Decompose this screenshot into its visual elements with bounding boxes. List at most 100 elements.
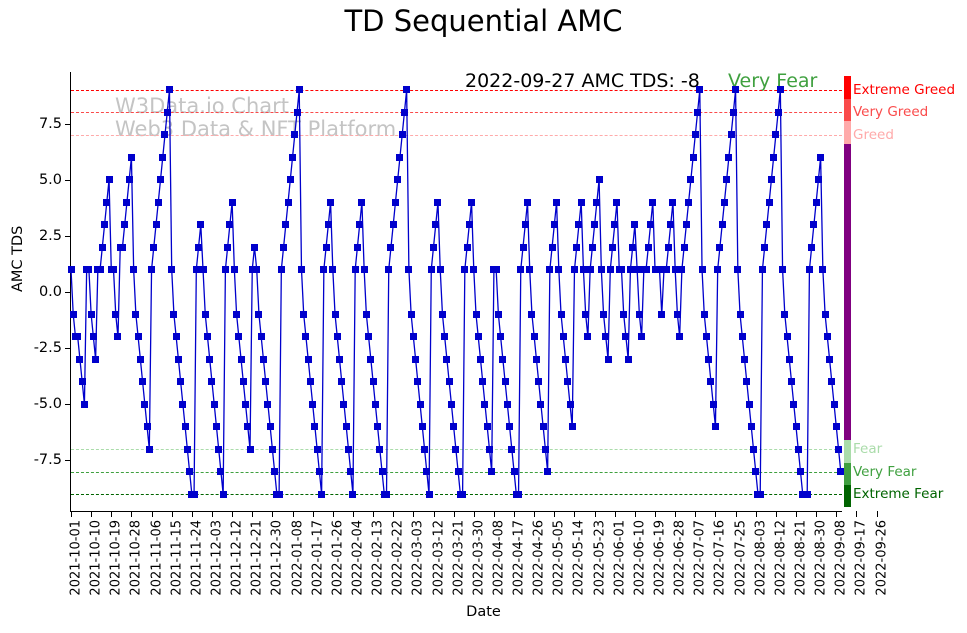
data-point: [391, 198, 399, 206]
data-point: [602, 333, 610, 341]
plot-canvas: W3Data.io Chart Web3 Data & NFT Platform…: [34, 70, 955, 596]
data-point: [228, 198, 236, 206]
data-point: [412, 355, 420, 363]
data-point: [826, 355, 834, 363]
x-tick-label: 2022-05-14: [571, 520, 587, 596]
data-point: [555, 266, 563, 274]
data-point: [481, 400, 489, 408]
data-point: [566, 400, 574, 408]
state-label-extreme-greed: Extreme Greed: [853, 81, 956, 98]
data-point: [597, 266, 605, 274]
data-point: [423, 468, 431, 476]
data-point: [315, 468, 323, 476]
data-point: [427, 266, 435, 274]
data-point: [85, 266, 93, 274]
data-point: [134, 333, 142, 341]
data-point: [208, 378, 216, 386]
data-point: [360, 266, 368, 274]
data-point: [687, 176, 695, 184]
data-point: [767, 176, 775, 184]
data-point: [163, 108, 171, 116]
data-point: [257, 333, 265, 341]
data-point: [606, 266, 614, 274]
data-point: [396, 153, 404, 161]
data-point: [537, 400, 545, 408]
data-point: [280, 243, 288, 251]
state-bar-very-greed: [844, 98, 851, 122]
plot-area[interactable]: W3Data.io Chart Web3 Data & NFT Platform…: [34, 70, 955, 596]
data-point: [210, 400, 218, 408]
data-point: [105, 176, 113, 184]
data-point: [376, 445, 384, 453]
x-tick-label: 2022-07-16: [712, 520, 728, 596]
data-point: [485, 445, 493, 453]
data-point: [723, 176, 731, 184]
data-point: [289, 153, 297, 161]
data-point: [664, 243, 672, 251]
y-tick-label: -5.0: [33, 396, 62, 413]
state-label-extreme-fear: Extreme Fear: [853, 486, 944, 503]
data-point: [123, 198, 131, 206]
data-point: [150, 243, 158, 251]
data-point: [506, 423, 514, 431]
data-point: [510, 468, 518, 476]
data-point: [300, 310, 308, 318]
data-point: [259, 355, 267, 363]
data-point: [338, 378, 346, 386]
data-point: [96, 266, 104, 274]
data-point: [230, 266, 238, 274]
data-point: [579, 266, 587, 274]
data-point: [432, 221, 440, 229]
data-point: [528, 310, 536, 318]
data-point: [604, 355, 612, 363]
data-point: [626, 266, 634, 274]
x-tick-label: 2022-03-12: [431, 520, 446, 596]
data-point: [170, 310, 178, 318]
x-tick-label: 2022-01-08: [290, 520, 306, 596]
data-point: [286, 176, 294, 184]
x-tick-label: 2022-03-30: [471, 520, 487, 596]
y-tick: [65, 123, 71, 125]
data-point: [320, 266, 328, 274]
data-point: [226, 221, 234, 229]
data-point: [588, 243, 596, 251]
data-point: [331, 310, 339, 318]
data-point: [461, 266, 469, 274]
data-point: [118, 243, 126, 251]
data-point: [734, 266, 742, 274]
x-axis-title: Date: [466, 604, 501, 620]
data-point: [720, 198, 728, 206]
y-tick-label: 0.0: [38, 284, 62, 300]
data-point: [89, 333, 97, 341]
series-line: [70, 89, 843, 495]
data-point: [76, 355, 84, 363]
x-tick-label: 2022-08-03: [753, 520, 769, 596]
data-point: [324, 221, 332, 229]
data-point: [277, 266, 285, 274]
data-point: [398, 131, 406, 139]
data-point: [707, 378, 715, 386]
data-point: [694, 108, 702, 116]
data-point: [497, 333, 505, 341]
data-point: [765, 198, 773, 206]
x-tick-label: 2021-10-28: [128, 520, 144, 596]
data-point: [80, 400, 88, 408]
state-bar-extreme-fear: [844, 485, 851, 508]
data-point: [414, 378, 422, 386]
x-tick: [755, 511, 757, 517]
x-tick-label: 2022-08-21: [793, 520, 809, 596]
data-point: [174, 355, 182, 363]
data-point: [803, 490, 811, 498]
data-point: [810, 221, 818, 229]
data-point: [327, 198, 335, 206]
data-point: [351, 266, 359, 274]
data-point: [718, 221, 726, 229]
data-point: [454, 468, 462, 476]
data-point: [358, 198, 366, 206]
data-point: [521, 221, 529, 229]
x-tick-label: 2022-02-04: [350, 520, 366, 596]
data-point: [763, 221, 771, 229]
data-point: [591, 221, 599, 229]
data-point: [311, 423, 319, 431]
x-tick-label: 2022-08-30: [813, 520, 829, 596]
